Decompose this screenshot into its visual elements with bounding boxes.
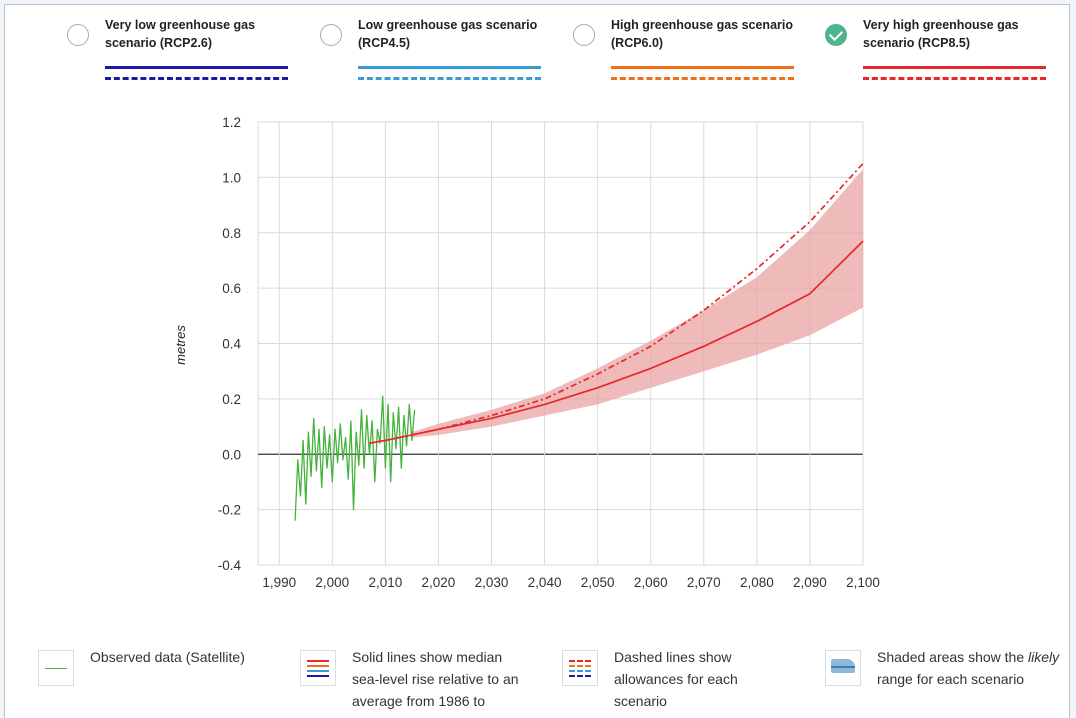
scenario-title: Very low greenhouse gas scenario (RCP2.6… [105,18,256,50]
x-tick-label: 2,100 [846,575,880,590]
scenario-rcp60[interactable]: High greenhouse gas scenario (RCP6.0) [573,16,794,86]
check-icon[interactable] [825,24,847,46]
legend-shaded-text-em: likely [1028,649,1060,665]
x-tick-label: 2,030 [475,575,509,590]
solid-lines-swatch [300,650,336,686]
y-tick-label: 1.0 [222,170,241,185]
scenario-title: High greenhouse gas scenario (RCP6.0) [611,18,793,50]
x-tick-label: 2,050 [581,575,615,590]
legend-observed-text: Observed data (Satellite) [90,649,245,665]
y-tick-label: -0.2 [218,503,241,518]
sea-level-chart: -0.4 -0.2 0.0 0.2 0.4 0.6 0.8 1.0 1.2 1,990 2,000 2… [173,115,880,590]
y-tick-label: 0.8 [222,226,241,241]
dashed-lines-swatch [562,650,598,686]
x-tick-label: 2,010 [368,575,402,590]
dashed-line-swatch [863,77,1046,80]
legend-dashed-text: Dashed lines show allowances for each sc… [614,649,738,709]
solid-line-swatch [105,66,288,69]
x-tick-label: 2,020 [422,575,456,590]
y-tick-label: 0.2 [222,392,241,407]
shaded-area-swatch [825,650,861,686]
dashed-line-swatch [105,77,288,80]
y-tick-label: -0.4 [218,558,242,573]
y-axis-label: metres [173,325,188,365]
likely-range-area-rcp85 [411,169,863,438]
legend-solid-text: Solid lines show median sea-level rise r… [352,649,519,709]
x-tick-label: 2,000 [315,575,349,590]
y-tick-label: 0.0 [222,447,241,462]
scenario-rcp45[interactable]: Low greenhouse gas scenario (RCP4.5) [320,16,541,86]
solid-line-swatch [611,66,794,69]
x-tick-label: 2,090 [793,575,827,590]
scenario-title: Very high greenhouse gas scenario (RCP8.… [863,18,1019,50]
x-tick-label: 1,990 [262,575,296,590]
scenario-rcp85[interactable]: Very high greenhouse gas scenario (RCP8.… [825,16,1046,86]
dashed-line-swatch [611,77,794,80]
x-tick-label: 2,080 [740,575,774,590]
y-tick-label: 0.6 [222,281,241,296]
radio-icon[interactable] [320,24,342,46]
solid-line-swatch [863,66,1046,69]
legend-shaded-text-a: Shaded areas show the [877,649,1028,665]
x-tick-label: 2,060 [634,575,668,590]
allowance-line-rcp85 [369,162,864,445]
observed-data-line [294,395,416,521]
y-tick-label: 1.2 [222,115,241,130]
legend-shaded-text: Shaded areas show the likely range for e… [877,646,1067,690]
solid-line-swatch [358,66,541,69]
observed-line-swatch [38,650,74,686]
scenario-title: Low greenhouse gas scenario (RCP4.5) [358,18,538,50]
x-tick-label: 2,070 [687,575,721,590]
dashed-line-swatch [358,77,541,80]
scenario-rcp26[interactable]: Very low greenhouse gas scenario (RCP2.6… [67,16,288,86]
x-tick-label: 2,040 [528,575,562,590]
radio-icon[interactable] [67,24,89,46]
y-tick-label: 0.4 [222,337,241,352]
radio-icon[interactable] [573,24,595,46]
legend-shaded-text-b: range for each scenario [877,671,1025,687]
